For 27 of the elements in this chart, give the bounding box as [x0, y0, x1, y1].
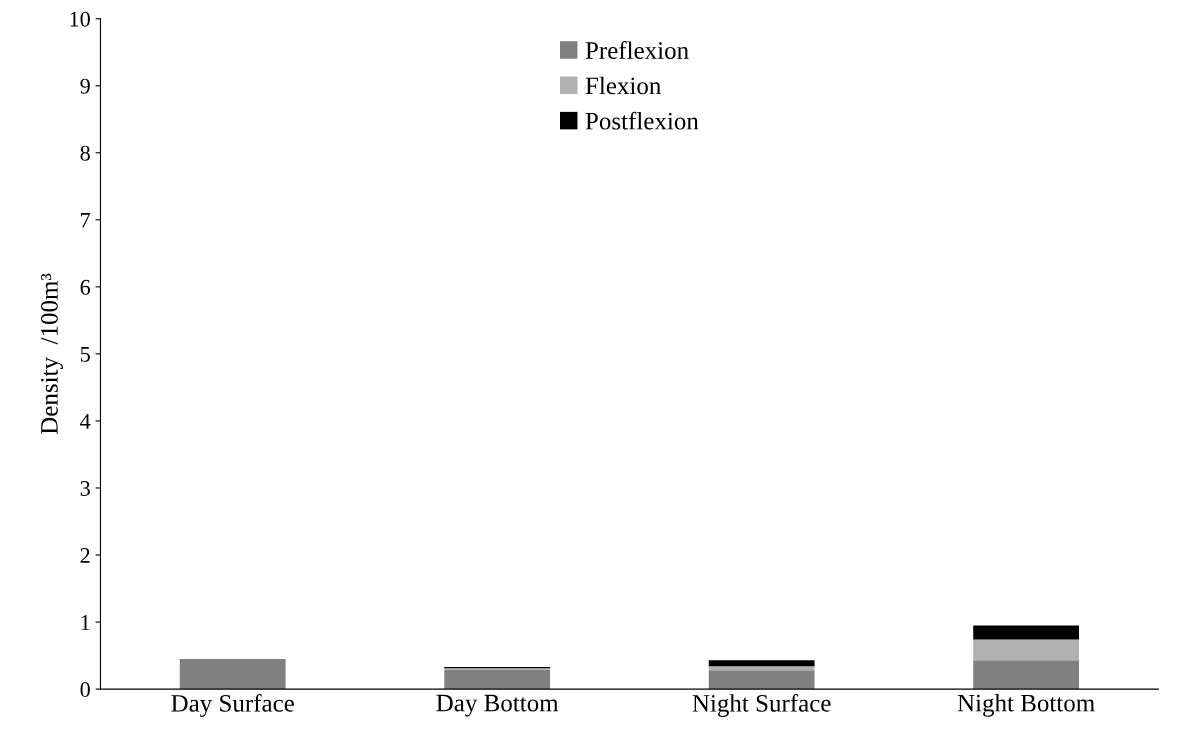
legend-label: Flexion — [585, 76, 661, 95]
x-tick-label: Day Surface — [171, 693, 294, 717]
y-tick-label: 4 — [80, 414, 91, 429]
y-tick-label: 8 — [80, 145, 90, 161]
y-tick-label: 6 — [80, 279, 91, 295]
bar — [973, 625, 1080, 640]
y-axis-title: Density /100m³ — [40, 273, 63, 435]
bar — [708, 660, 815, 667]
y-tick-label: 5 — [80, 347, 90, 362]
x-tick-label: Night Bottom — [957, 693, 1095, 717]
bar — [973, 660, 1080, 690]
legend-label: Postflexion — [585, 111, 699, 130]
x-tick-label: Night Surface — [692, 693, 831, 717]
bar — [708, 666, 815, 671]
y-tick-label: 9 — [80, 78, 90, 94]
y-tick-label: 1 — [81, 615, 90, 630]
bar — [708, 670, 815, 690]
y-tick-label: 2 — [80, 548, 90, 563]
x-tick-label: Day Bottom — [436, 694, 559, 717]
bar — [179, 658, 286, 690]
y-tick-label: 10 — [70, 11, 90, 27]
legend-label: Preflexion — [585, 41, 689, 59]
bar — [973, 639, 1080, 661]
bar — [444, 669, 551, 690]
y-tick-label: 7 — [81, 212, 91, 228]
y-tick-label: 3 — [80, 480, 90, 496]
y-tick-label: 0 — [80, 682, 90, 698]
